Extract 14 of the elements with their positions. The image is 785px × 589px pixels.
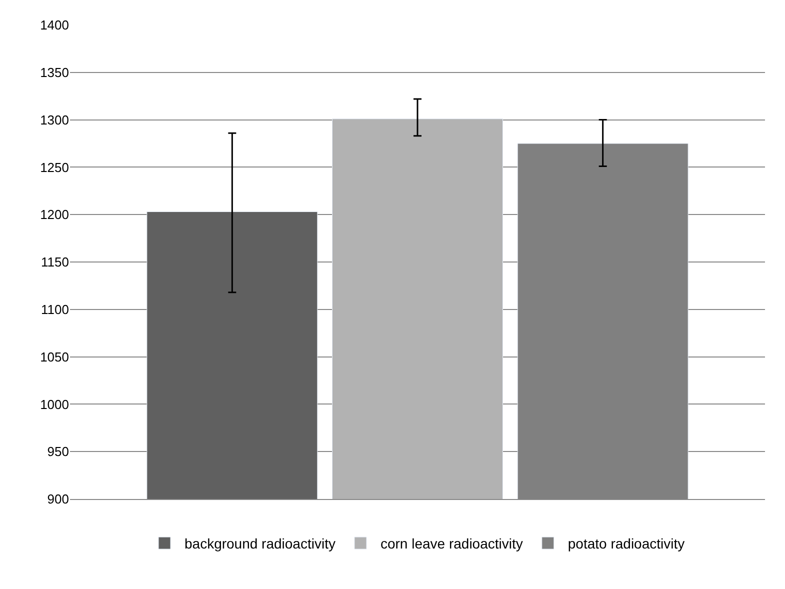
y-tick-label: 1150 — [41, 254, 69, 270]
y-tick-label: 900 — [47, 492, 69, 507]
y-tick-label: 1200 — [40, 207, 69, 222]
legend-label: corn leave radioactivity — [380, 536, 523, 552]
y-tick-label: 1350 — [40, 64, 69, 80]
legend-label: potato radioactivity — [568, 536, 685, 552]
legend-label: background radioactivity — [184, 536, 336, 552]
y-tick-label: 1000 — [40, 396, 69, 412]
y-tick-label: 1300 — [40, 112, 69, 128]
y-tick-label: 1100 — [41, 302, 69, 317]
y-tick-label: 1250 — [40, 160, 69, 175]
y-tick-label: 950 — [47, 444, 69, 460]
y-tick-label: 1050 — [40, 349, 69, 364]
y-tick-label: 1400 — [40, 18, 69, 33]
